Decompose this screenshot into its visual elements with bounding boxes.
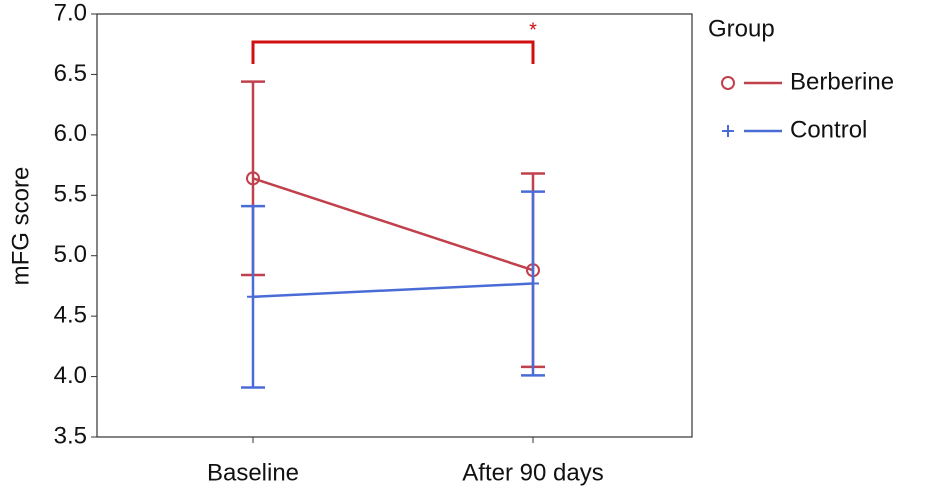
- y-tick-label: 5.5: [54, 181, 87, 208]
- legend-marker: [722, 125, 734, 137]
- data-point: [247, 290, 259, 303]
- data-point: [527, 277, 539, 290]
- y-tick-label: 7.0: [54, 0, 87, 26]
- legend-label: Control: [790, 116, 867, 143]
- y-tick-label: 4.0: [54, 362, 87, 389]
- legend-title: Group: [708, 15, 775, 42]
- plot-frame: [96, 13, 693, 438]
- y-tick-label: 3.5: [54, 422, 87, 449]
- x-tick-label: Baseline: [207, 459, 299, 486]
- y-axis-label: mFG score: [7, 167, 34, 286]
- significance-bracket: [251, 40, 535, 64]
- annotation: *: [529, 19, 537, 41]
- series-line: [252, 282, 534, 299]
- data-point: [246, 171, 260, 186]
- series-line: [252, 177, 534, 272]
- legend-marker: [721, 76, 735, 90]
- y-tick-label: 4.5: [54, 301, 87, 328]
- y-tick-label: 6.5: [54, 60, 87, 87]
- y-tick-label: 5.0: [54, 241, 87, 268]
- legend-label: Berberine: [790, 68, 894, 95]
- y-tick-label: 6.0: [54, 120, 87, 147]
- x-tick-label: After 90 days: [462, 459, 603, 486]
